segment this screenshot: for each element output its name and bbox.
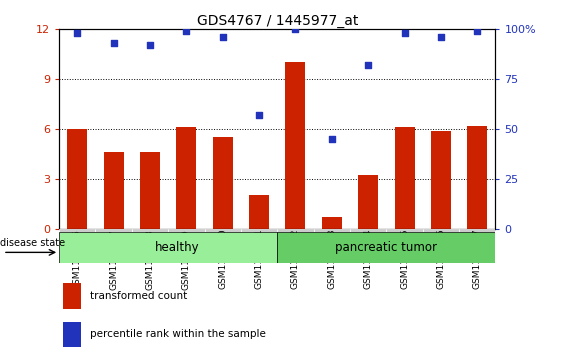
Text: GSM1159946: GSM1159946 xyxy=(436,229,445,290)
Point xyxy=(473,28,482,34)
Text: disease state: disease state xyxy=(0,238,65,249)
Bar xyxy=(467,126,487,229)
Bar xyxy=(358,175,378,229)
Text: GSM1159936: GSM1159936 xyxy=(73,229,82,290)
Bar xyxy=(204,229,241,232)
Bar xyxy=(278,229,314,232)
Text: GSM1159938: GSM1159938 xyxy=(145,229,154,290)
Bar xyxy=(459,229,495,232)
Bar xyxy=(314,229,350,232)
Bar xyxy=(140,152,160,229)
Point xyxy=(364,62,373,68)
Bar xyxy=(132,229,168,232)
Bar xyxy=(176,127,196,229)
Bar xyxy=(96,229,132,232)
Text: GSM1159941: GSM1159941 xyxy=(254,229,263,290)
Bar xyxy=(285,62,306,229)
Bar xyxy=(423,229,459,232)
Bar xyxy=(59,232,277,263)
Point xyxy=(218,34,227,40)
Point xyxy=(73,30,82,36)
Bar xyxy=(350,229,386,232)
Text: GSM1159940: GSM1159940 xyxy=(218,229,227,290)
Bar xyxy=(59,229,96,232)
Text: GSM1159943: GSM1159943 xyxy=(327,229,336,290)
Text: pancreatic tumor: pancreatic tumor xyxy=(336,241,437,254)
Text: GSM1159947: GSM1159947 xyxy=(473,229,482,290)
Bar xyxy=(278,232,495,263)
Text: GSM1159945: GSM1159945 xyxy=(400,229,409,290)
Bar xyxy=(249,195,269,229)
Text: percentile rank within the sample: percentile rank within the sample xyxy=(90,329,266,339)
Bar xyxy=(104,152,124,229)
Bar xyxy=(64,283,81,309)
Bar xyxy=(64,322,81,347)
Text: GSM1159942: GSM1159942 xyxy=(291,229,300,289)
Point xyxy=(182,28,191,34)
Bar xyxy=(168,229,204,232)
Point xyxy=(145,42,154,48)
Point xyxy=(327,136,336,142)
Text: GSM1159937: GSM1159937 xyxy=(109,229,118,290)
Bar xyxy=(213,137,233,229)
Text: transformed count: transformed count xyxy=(90,291,187,301)
Bar xyxy=(68,129,87,229)
Bar xyxy=(386,229,423,232)
Point xyxy=(254,112,263,118)
Text: GSM1159944: GSM1159944 xyxy=(364,229,373,289)
Point xyxy=(109,40,118,46)
Point xyxy=(291,26,300,32)
Bar xyxy=(395,127,414,229)
Bar xyxy=(241,229,277,232)
Point xyxy=(400,30,409,36)
Bar xyxy=(322,217,342,229)
Text: healthy: healthy xyxy=(155,241,200,254)
Text: GSM1159939: GSM1159939 xyxy=(182,229,191,290)
Point xyxy=(436,34,445,40)
Title: GDS4767 / 1445977_at: GDS4767 / 1445977_at xyxy=(196,14,358,28)
Bar xyxy=(431,131,451,229)
